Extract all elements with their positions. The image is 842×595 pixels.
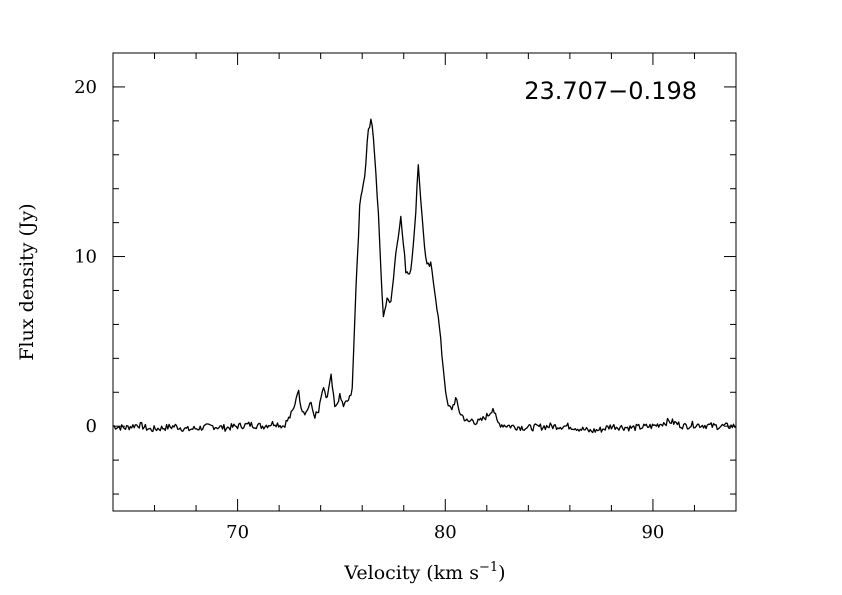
- x-tick-label: 80: [434, 522, 457, 543]
- x-axis-label-close: ): [498, 562, 505, 584]
- y-tick-label: 0: [86, 416, 97, 437]
- x-axis-label: Velocity (km s−1): [343, 560, 505, 584]
- plot-frame: [112, 52, 737, 512]
- x-tick-label: 70: [226, 522, 249, 543]
- x-axis-label-main: Velocity (km s: [343, 562, 479, 584]
- y-axis-label: Flux density (Jy): [16, 203, 38, 360]
- spectrum-line: [112, 118, 737, 434]
- x-tick-labels: 70 80 90: [226, 522, 664, 543]
- y-tick-labels: 0 10 20: [74, 77, 97, 437]
- axis-ticks: [112, 52, 737, 511]
- x-tick-label: 90: [641, 522, 664, 543]
- y-tick-label: 10: [74, 247, 97, 268]
- y-tick-label: 20: [74, 77, 97, 98]
- x-axis-label-sup: −1: [479, 560, 498, 575]
- source-annotation: 23.707−0.198: [524, 77, 697, 105]
